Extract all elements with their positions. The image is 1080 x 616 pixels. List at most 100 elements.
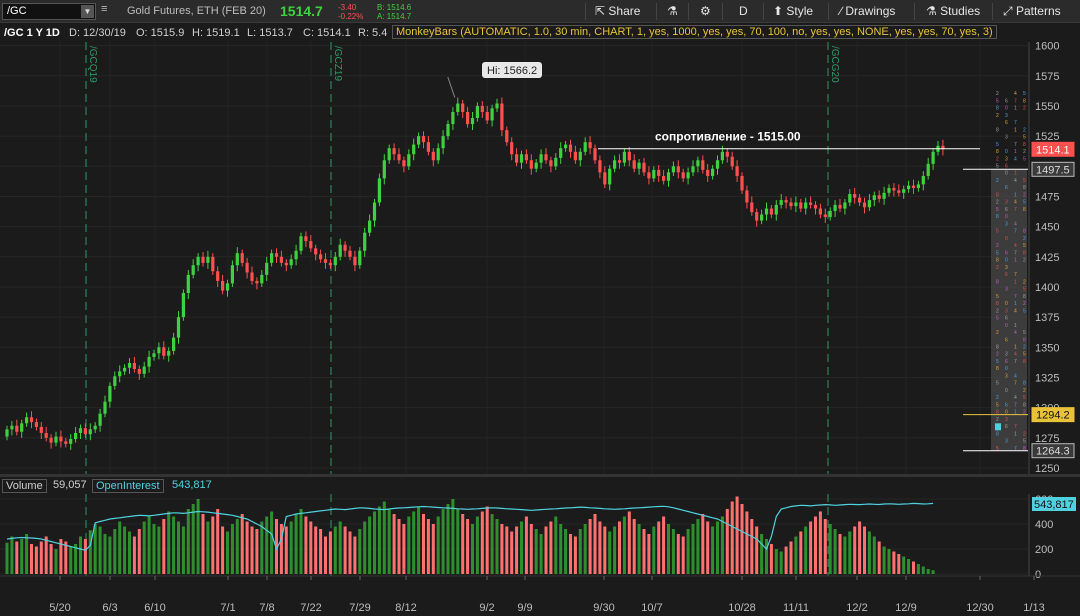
volume-bar [260,521,264,574]
monkeybar-glyph: 2 [996,178,999,184]
candle-body [784,200,788,203]
candle-body [755,212,759,221]
volume-tick-label: 0 [1035,569,1041,581]
candle-body [93,425,97,430]
candle-body [289,259,293,266]
volume-bar [181,526,185,574]
drawings-button[interactable]: ∕ Drawings [840,2,895,21]
volume-bar [142,521,146,574]
candle-body [897,190,901,193]
style-button[interactable]: ⬆ Style [773,2,813,21]
settings-button[interactable]: ⚙ [700,2,711,21]
volume-bar [495,519,499,574]
time-tick-label: 7/22 [300,602,321,614]
date-readout: D: 12/30/19 [69,27,126,39]
price-tag-label: 1514.1 [1036,144,1070,156]
candle-body [348,250,352,257]
candle-body [568,144,573,152]
volume-bar [34,546,38,574]
candle-body [662,175,666,181]
instrument-description: Gold Futures, ETH (FEB 20) [127,5,266,17]
volume-bar [490,514,494,574]
volume-bar [833,529,837,574]
volume-bar [872,536,876,574]
volume-bar [524,516,528,574]
volume-bar [377,506,381,574]
time-tick-label: 12/9 [895,602,916,614]
candle-body [867,200,871,208]
monkeybar-glyph: 4 [1014,156,1017,162]
monkeybar-glyph: 2 [1023,258,1026,264]
volume-bar [466,519,470,574]
price-tag-label: 1294.2 [1036,410,1070,422]
monkeybar-glyph: 8 [1023,98,1026,104]
candle-body [377,178,381,203]
monkeybar-glyph: 7 [1014,272,1017,278]
candle-body [578,151,582,161]
volume-bar [637,524,641,574]
volume-bar [69,546,73,574]
study-label[interactable]: MonkeyBars (AUTOMATIC, 1.0, 30 min, CHAR… [392,25,997,39]
volume-bar [30,544,33,574]
monkeybar-glyph: 5 [996,142,999,148]
monkeybar-glyph: 5 [996,359,999,365]
time-tick-label: 9/9 [517,602,532,614]
candle-body [382,160,386,179]
contract-roll-label: /GCG20 [829,46,840,83]
volume-bar [289,521,293,574]
candle-body [637,162,641,169]
monkeybar-glyph: 2 [1023,192,1026,198]
candle-body [735,166,739,176]
monkeybar-glyph: 5 [996,294,999,300]
volume-chart[interactable]: 6004002000543,8175/206/36/107/17/87/227/… [0,494,1080,616]
candle-body [255,280,259,284]
time-tick-label: 10/28 [728,602,756,614]
volume-bar [652,526,656,574]
candle-body [333,256,337,266]
gear-icon: ⚙ [700,4,711,18]
monkeybar-glyph: 7 [1014,229,1017,235]
candle-body [353,256,357,266]
candle-body [892,188,896,191]
monkeybar-glyph: 4 [1014,395,1017,401]
candle-body [882,192,886,199]
menu-icon[interactable]: ≡ [101,3,108,15]
monkeybar-glyph: 8 [1023,446,1026,452]
flask-button[interactable]: ⚗ [667,2,678,21]
aggregation-button[interactable]: D [739,4,748,18]
candle-body [132,362,136,370]
volume-bar [716,521,719,574]
candle-body [319,254,323,260]
share-button[interactable]: ⇱ Share [595,2,640,21]
monkeybar-glyph: 0 [1005,106,1008,112]
candle-body [421,136,426,143]
candle-body [34,422,38,427]
high-label-leader [447,76,456,98]
price-chart[interactable]: 1600157515501525150014751450142514001375… [0,42,1080,474]
volume-bar [74,544,78,574]
candle-body [59,436,63,442]
monkeybar-glyph: 4 [1014,373,1017,379]
studies-button[interactable]: ⚗ Studies [926,2,980,21]
candle-body [431,151,435,161]
symbol-input[interactable]: /GC ▼ [2,3,96,20]
candle-body [309,241,313,249]
candle-body [426,142,430,152]
monkeybar-glyph: 4 [1014,243,1017,249]
volume-bar [828,524,832,574]
volume-bar [760,534,764,574]
volume-bar [417,506,421,574]
monkeybar-glyph: 5 [996,402,999,408]
candle-body [539,154,543,163]
volume-bar [402,524,406,574]
monkeybar-glyph: 2 [1023,236,1026,242]
symbol-period[interactable]: /GC 1 Y 1D [4,27,60,39]
patterns-button[interactable]: ⤢ Patterns [1003,2,1061,21]
chevron-down-icon[interactable]: ▼ [81,5,94,18]
volume-label[interactable]: Volume [2,479,47,493]
volume-bar [304,516,308,574]
volume-bar [83,539,87,574]
open-interest-label[interactable]: OpenInterest [92,479,164,493]
volume-bar [691,524,695,574]
panel-separator[interactable] [0,474,1080,477]
